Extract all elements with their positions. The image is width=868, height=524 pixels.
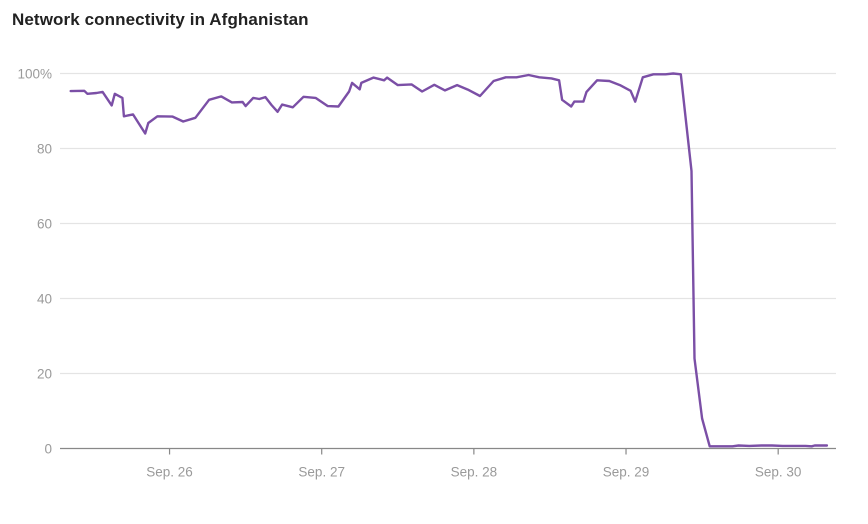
gridlines <box>60 72 836 375</box>
y-tick-label: 80 <box>37 142 52 157</box>
x-tick-label: Sep. 27 <box>298 465 345 480</box>
y-tick-label: 100% <box>17 67 52 82</box>
x-tick-label: Sep. 29 <box>603 465 650 480</box>
series-line <box>69 72 829 448</box>
y-tick-label: 40 <box>37 292 52 307</box>
x-tick-label: Sep. 26 <box>146 465 193 480</box>
series-layer <box>69 72 829 448</box>
x-tick-label: Sep. 28 <box>451 465 498 480</box>
y-tick-label: 0 <box>44 442 52 457</box>
y-tick-label: 20 <box>37 367 52 382</box>
x-axis-ticks: Sep. 26 Sep. 27 Sep. 28 Sep. 29 Sep. 30 <box>146 448 802 480</box>
y-axis-ticks: 0 20 40 60 80 100% <box>17 67 52 457</box>
y-tick-label: 60 <box>37 217 52 232</box>
x-tick-label: Sep. 30 <box>755 465 802 480</box>
chart-title: Network connectivity in Afghanistan <box>12 10 309 29</box>
